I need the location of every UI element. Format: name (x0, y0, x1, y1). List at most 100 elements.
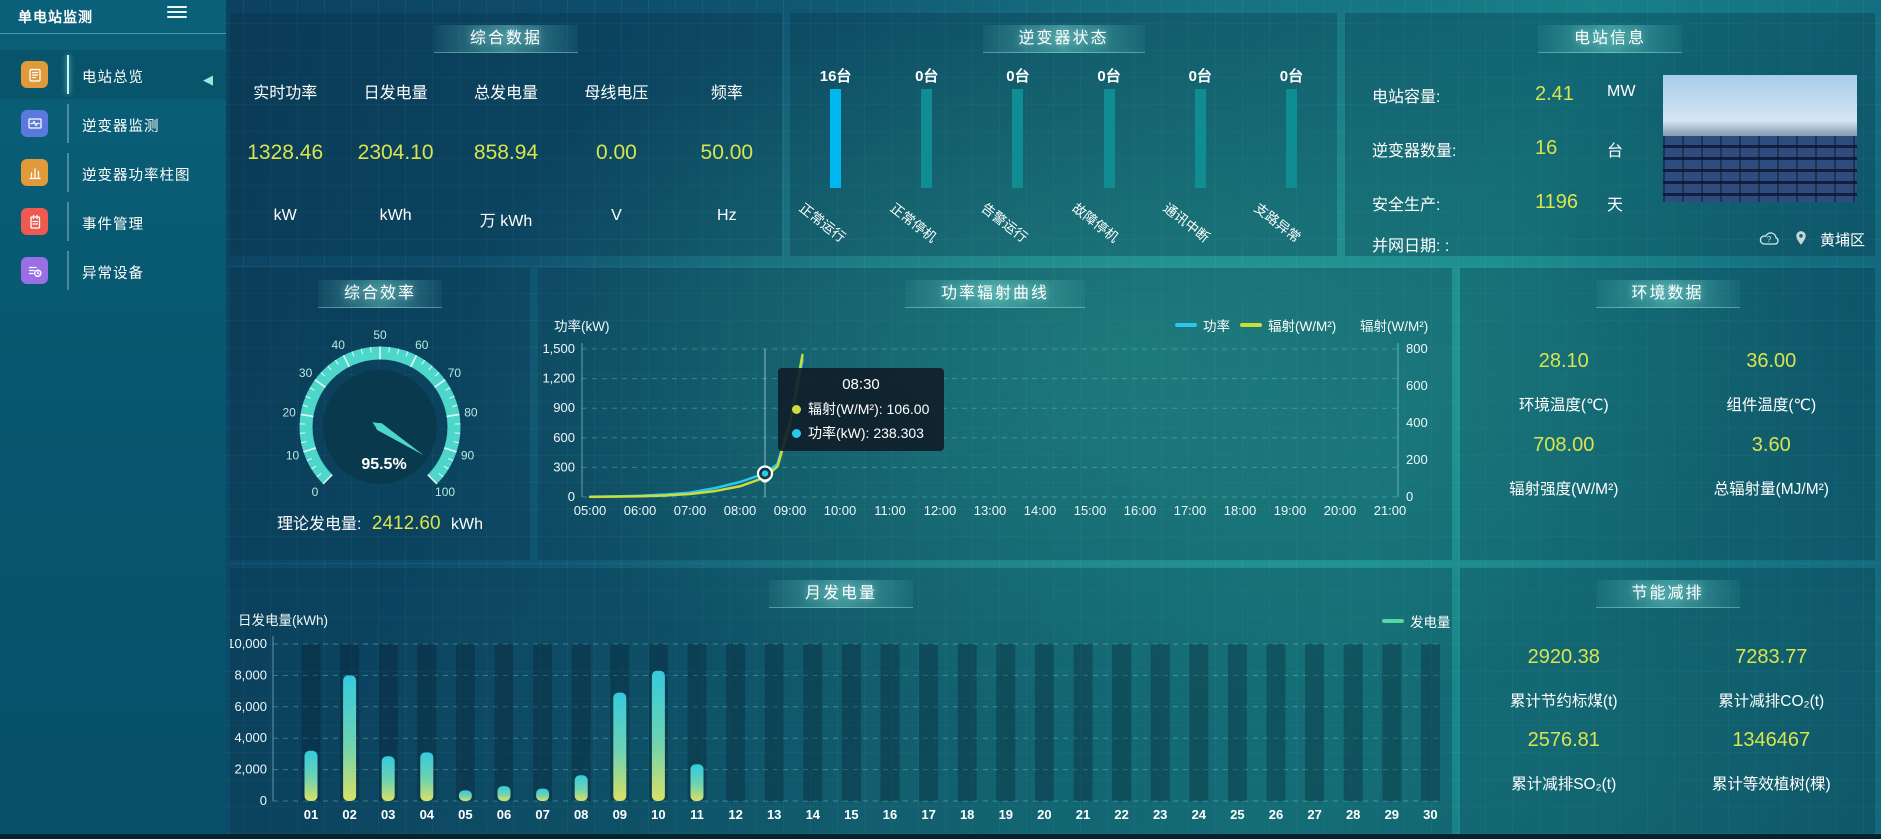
svg-text:18:00: 18:00 (1224, 503, 1257, 518)
svg-text:600: 600 (553, 430, 575, 445)
sidebar-collapse-arrow[interactable]: ◀ (203, 72, 213, 88)
inverter-state-label: 通讯中断 (1160, 197, 1215, 246)
metric-unit: V (561, 207, 671, 225)
sidebar-item-1[interactable]: 电站总览 (0, 50, 226, 99)
svg-text:发电量: 发电量 (1410, 615, 1451, 630)
metric-unit: Hz (672, 207, 782, 225)
svg-text:50: 50 (373, 328, 387, 342)
panel-title: 节能减排 (1595, 580, 1739, 608)
item-separator (67, 251, 69, 290)
station-info-label: 并网日期: : (1372, 232, 1449, 256)
svg-text:05:00: 05:00 (574, 503, 607, 518)
metric-value: 36.00 (1668, 350, 1876, 373)
sidebar-item-2[interactable]: 逆变器监测 (0, 99, 226, 148)
svg-text:19:00: 19:00 (1274, 503, 1307, 518)
svg-text:13:00: 13:00 (974, 503, 1007, 518)
svg-text:07:00: 07:00 (674, 503, 707, 518)
svg-text:11: 11 (690, 807, 704, 822)
svg-text:0: 0 (568, 489, 575, 504)
svg-text:800: 800 (1406, 341, 1428, 356)
sidebar-item-4[interactable]: 事件管理 (0, 197, 226, 246)
svg-text:07: 07 (535, 807, 549, 822)
metric-value: 7283.77 (1668, 646, 1876, 669)
svg-text:16:00: 16:00 (1124, 503, 1157, 518)
station-photo (1663, 75, 1857, 202)
weather-cloud-icon[interactable]: ? (1758, 231, 1782, 247)
metric-value: 2304.10 (340, 141, 450, 165)
power-radiation-svg: 03006009001,2001,5000200400600800功率(kW)辐… (538, 268, 1452, 560)
sidebar-item-5[interactable]: 异常设备 (0, 246, 226, 295)
svg-text:27: 27 (1307, 807, 1321, 822)
metric-value: 0.00 (561, 141, 671, 165)
svg-text:17:00: 17:00 (1174, 503, 1207, 518)
bar-chart-icon (21, 159, 48, 186)
svg-text:0: 0 (312, 485, 319, 499)
svg-text:22: 22 (1114, 807, 1128, 822)
svg-text:辐射(W/M²): 辐射(W/M²) (1268, 319, 1336, 334)
svg-text:2,000: 2,000 (234, 762, 267, 777)
svg-text:30: 30 (299, 366, 313, 380)
app-title: 单电站监测 (18, 7, 93, 27)
sidebar-item-3[interactable]: 逆变器功率柱图 (0, 148, 226, 197)
svg-text:100: 100 (435, 485, 455, 499)
inverter-status-column: 0台正常停机 (881, 55, 972, 256)
svg-text:20:00: 20:00 (1324, 503, 1357, 518)
metric-label: 组件温度(℃) (1668, 393, 1876, 415)
sidebar-item-label: 异常设备 (82, 262, 144, 283)
metric-label: 母线电压 (561, 79, 671, 103)
svg-text:?: ? (1767, 235, 1772, 244)
svg-text:80: 80 (464, 406, 478, 420)
metric-value: 1346467 (1668, 729, 1876, 752)
svg-text:12: 12 (728, 807, 742, 822)
panel-title: 逆变器状态 (982, 25, 1144, 53)
svg-text:05: 05 (458, 807, 472, 822)
location-pin-icon (1794, 230, 1808, 248)
item-separator (67, 202, 69, 241)
svg-text:06: 06 (497, 807, 511, 822)
sidebar-item-label: 逆变器功率柱图 (82, 164, 191, 185)
svg-text:26: 26 (1269, 807, 1283, 822)
inverter-status-column: 16台正常运行 (790, 55, 881, 256)
tooltip-series-dot (792, 429, 801, 438)
svg-text:24: 24 (1192, 807, 1207, 822)
svg-text:10: 10 (286, 448, 300, 462)
metric-label: 环境温度(℃) (1460, 393, 1668, 415)
hamburger-menu-icon[interactable] (167, 6, 187, 22)
svg-text:10,000: 10,000 (230, 636, 267, 651)
metric-label: 总发电量 (451, 79, 561, 103)
inverter-status-column: 0台故障停机 (1064, 55, 1155, 256)
svg-text:400: 400 (1406, 415, 1428, 430)
svg-text:11:00: 11:00 (874, 503, 906, 518)
sidebar-item-label: 逆变器监测 (82, 115, 160, 136)
svg-text:功率(kW): 功率(kW) (554, 318, 609, 334)
svg-text:04: 04 (420, 807, 435, 822)
svg-text:200: 200 (1406, 452, 1428, 467)
inverter-state-label: 支路异常 (1251, 197, 1306, 246)
metric-label: 频率 (672, 79, 782, 103)
svg-text:功率: 功率 (1203, 318, 1230, 334)
metric-label: 累计减排CO₂(t) (1668, 689, 1876, 711)
svg-text:23: 23 (1153, 807, 1167, 822)
sidebar-item-label: 电站总览 (82, 66, 144, 87)
inverter-state-label: 告警运行 (978, 197, 1033, 246)
svg-text:08:00: 08:00 (724, 503, 757, 518)
